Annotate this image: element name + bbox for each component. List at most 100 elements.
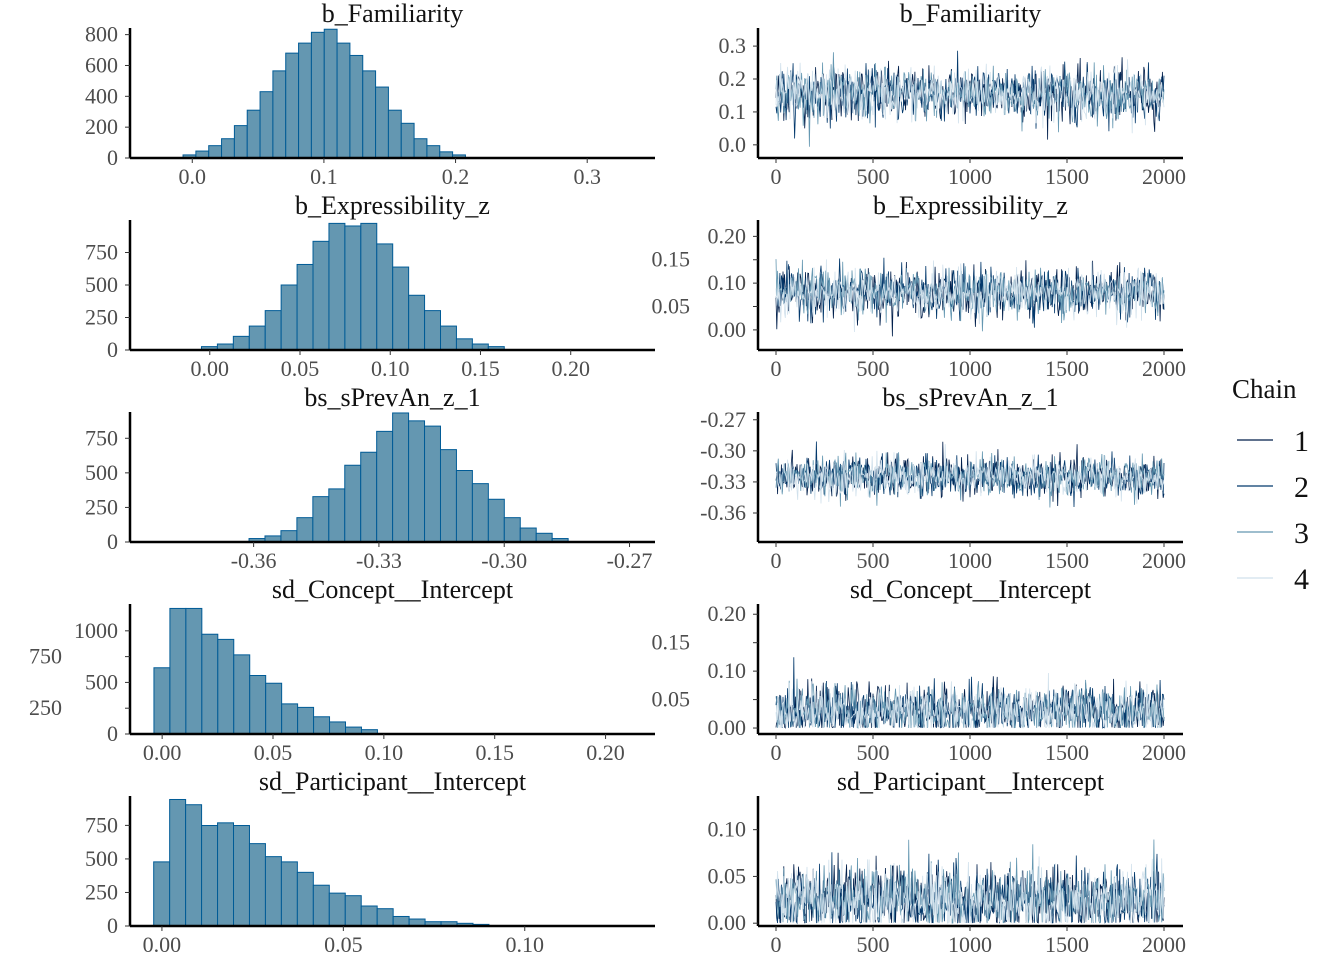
y-tick-label: 0.3 [719,33,747,58]
x-tick-label: 1500 [1045,164,1089,189]
histogram-bar [232,335,250,351]
x-tick-label: 0.3 [573,164,601,189]
x-tick-label: -0.27 [607,548,653,573]
y-tick-label: 0.05 [708,863,747,888]
y-tick-label: 500 [85,460,118,485]
x-tick-label: 0.00 [143,740,182,765]
histogram-bar [248,843,266,927]
histogram-bar [344,464,362,543]
histogram-bar [426,145,441,159]
y-tick-label: -0.30 [700,438,746,463]
histogram-bar [455,338,473,351]
histogram-bar [169,607,187,735]
x-tick-label: 1500 [1045,740,1089,765]
x-tick-label: 0.15 [475,740,514,765]
histogram-bar [297,706,315,735]
x-tick-label: 0.0 [179,164,207,189]
histogram-title: b_Familiarity [322,0,464,28]
histogram-bar [376,243,394,351]
y-tick-label: 800 [85,22,118,47]
y-tick-label: 500 [85,846,118,871]
histogram-bar [424,310,442,351]
legend-label-chain-4: 4 [1294,563,1309,596]
histogram-bar [185,607,203,735]
trace-line-chain-4 [775,59,1165,134]
histogram-bar [328,892,346,927]
histogram-bar [455,470,473,543]
histogram-bar [280,284,298,351]
y-tick-label: 0.10 [708,817,747,842]
x-tick-label: 2000 [1142,548,1186,573]
legend-label-chain-2: 2 [1294,471,1309,504]
histogram-bar [296,517,314,543]
y-tick-label: 0.15 [652,247,691,272]
histogram-bar [246,109,261,159]
trace-line-chain-2 [775,852,1165,925]
trace-line-chain-3 [775,678,1165,729]
x-tick-label: 0.10 [505,932,544,957]
x-tick-label: 1000 [948,740,992,765]
histogram-bar [264,856,282,927]
x-tick-label: 0.2 [442,164,470,189]
histogram-title: sd_Participant__Intercept [259,767,527,796]
x-tick-label: -0.30 [481,548,527,573]
x-tick-label: 2000 [1142,356,1186,381]
x-tick-label: 0 [771,164,782,189]
histogram-bar [440,325,457,351]
histogram-bar [360,905,378,927]
histogram-bar [233,654,251,735]
y-tick-label: 750 [85,240,118,265]
histogram-bar [328,488,346,543]
histogram-bar [424,425,441,543]
y-tick-label: 200 [85,114,118,139]
histogram-bar [535,532,553,543]
histogram-bar [264,310,282,351]
x-tick-label: 1500 [1045,356,1089,381]
histogram-bar [487,498,505,543]
y-tick-label: 0.05 [652,294,691,319]
histogram-bar [312,240,330,351]
x-tick-label: 2000 [1142,164,1186,189]
histogram-bar [272,70,287,159]
legend-label-chain-3: 3 [1294,517,1309,550]
histogram-bar [208,145,223,159]
histogram-bar [296,871,314,927]
x-tick-label: 1000 [948,164,992,189]
histogram-bar [313,716,331,735]
x-tick-label: 0.1 [310,164,338,189]
x-tick-label: 0 [771,932,782,957]
x-tick-label: 1000 [948,932,992,957]
x-tick-label: 500 [856,548,889,573]
trace-title: b_Familiarity [900,0,1042,28]
histogram-bar [413,138,428,159]
histogram-bar [439,449,457,543]
x-tick-label: -0.33 [356,548,402,573]
x-tick-label: 1000 [948,548,992,573]
x-tick-label: 1000 [948,356,992,381]
histogram-bar [153,667,171,735]
trace-title: sd_Concept__Intercept [850,575,1092,604]
x-tick-label: -0.36 [231,548,277,573]
histogram-bar [408,420,426,543]
y-tick-label: 0 [107,529,118,554]
x-tick-label: 0 [771,740,782,765]
y-tick-label: 250 [85,305,118,330]
histogram-bar [217,638,235,735]
x-tick-label: 0.05 [324,932,363,957]
y-tick-label: 0.15 [652,630,691,655]
histogram-bar [408,294,426,351]
x-tick-label: 0.05 [254,740,293,765]
histogram-bar [312,496,330,543]
y-tick-label: 750 [85,425,118,450]
x-tick-label: 500 [856,932,889,957]
x-tick-label: 0 [771,356,782,381]
x-tick-label: 0.10 [371,356,410,381]
y-tick-label: 0 [107,721,118,746]
y-tick-label: 0 [107,337,118,362]
trace-line-chain-4 [775,672,1165,729]
x-tick-label: 0.00 [191,356,230,381]
x-tick-label: 2000 [1142,932,1186,957]
x-tick-label: 0.15 [461,356,500,381]
legend-title: Chain [1232,374,1297,404]
x-tick-label: 0.20 [586,740,625,765]
